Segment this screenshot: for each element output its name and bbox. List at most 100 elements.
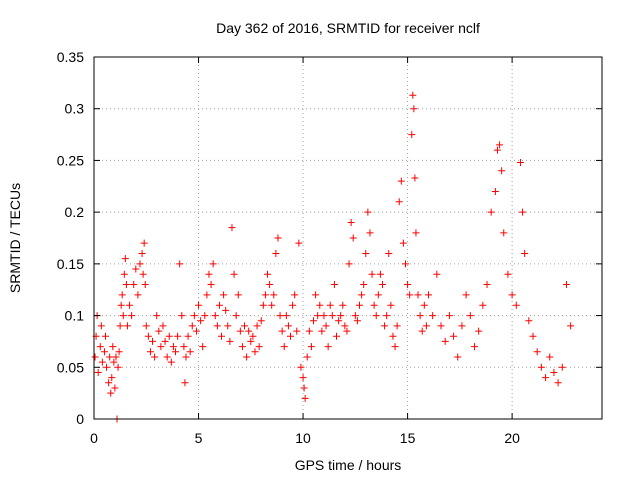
data-point xyxy=(408,131,416,139)
data-point xyxy=(366,229,374,237)
data-point xyxy=(355,301,363,309)
data-point xyxy=(203,291,211,299)
data-point xyxy=(445,312,453,320)
data-point xyxy=(295,239,303,247)
data-point xyxy=(106,353,114,361)
data-point xyxy=(525,317,533,325)
data-point xyxy=(376,270,384,278)
data-point xyxy=(562,281,570,289)
data-point xyxy=(404,281,412,289)
data-point xyxy=(211,312,219,320)
data-point xyxy=(118,291,126,299)
data-point xyxy=(119,312,127,320)
plot-frame xyxy=(93,56,603,420)
data-point xyxy=(261,291,269,299)
data-point xyxy=(487,208,495,216)
data-point xyxy=(167,358,175,366)
data-point xyxy=(128,312,136,320)
data-point xyxy=(429,312,437,320)
data-point xyxy=(188,322,196,330)
data-point xyxy=(337,312,345,320)
data-point xyxy=(96,343,104,351)
data-point xyxy=(178,312,186,320)
data-point xyxy=(504,270,512,278)
data-point xyxy=(300,384,308,392)
data-point xyxy=(182,353,190,361)
data-point xyxy=(284,322,292,330)
y-tick-label: 0 xyxy=(76,411,84,427)
data-point xyxy=(558,363,566,371)
data-point xyxy=(521,250,529,258)
data-point xyxy=(114,363,122,371)
data-point xyxy=(224,322,232,330)
data-point xyxy=(213,322,221,330)
x-tick-label: 10 xyxy=(295,430,311,446)
data-point xyxy=(433,270,441,278)
data-point xyxy=(378,281,386,289)
data-point xyxy=(316,301,324,309)
data-point xyxy=(391,343,399,351)
data-point xyxy=(103,363,111,371)
y-tick-label: 0.05 xyxy=(57,359,84,375)
data-point xyxy=(100,348,108,356)
data-point xyxy=(157,343,165,351)
data-point xyxy=(330,281,338,289)
axis-ticks xyxy=(93,56,602,420)
data-point xyxy=(134,291,142,299)
data-point xyxy=(339,301,347,309)
data-point xyxy=(172,348,180,356)
data-point xyxy=(341,322,349,330)
data-point xyxy=(542,374,550,382)
data-point xyxy=(387,301,395,309)
data-point xyxy=(412,229,420,237)
data-point xyxy=(381,322,389,330)
data-point xyxy=(161,337,169,345)
y-tick-label: 0.3 xyxy=(65,101,85,117)
data-point xyxy=(190,312,198,320)
data-point xyxy=(132,265,140,273)
data-point xyxy=(335,317,343,325)
data-point xyxy=(410,105,418,113)
data-point xyxy=(180,343,188,351)
data-point xyxy=(274,234,282,242)
data-point xyxy=(418,327,426,335)
data-point xyxy=(312,291,320,299)
data-point xyxy=(303,353,311,361)
data-point xyxy=(116,322,124,330)
data-point xyxy=(264,270,272,278)
data-point xyxy=(255,343,263,351)
data-point xyxy=(385,250,393,258)
data-point xyxy=(454,353,462,361)
data-point xyxy=(362,250,370,258)
data-point xyxy=(328,312,336,320)
data-point xyxy=(98,358,106,366)
data-point xyxy=(318,327,326,335)
data-point xyxy=(372,312,380,320)
data-point xyxy=(105,379,113,387)
data-point xyxy=(109,343,117,351)
data-point xyxy=(122,281,130,289)
data-point xyxy=(123,322,131,330)
data-point xyxy=(389,332,397,340)
data-points xyxy=(91,91,575,423)
data-point xyxy=(399,239,407,247)
y-tick-labels: 0 0.05 0.1 0.15 0.2 0.25 0.3 0.35 xyxy=(57,49,84,427)
data-point xyxy=(437,322,445,330)
data-point xyxy=(351,312,359,320)
data-point xyxy=(117,301,125,309)
data-point xyxy=(236,327,244,335)
data-point xyxy=(519,208,527,216)
data-point xyxy=(241,322,249,330)
data-point xyxy=(243,353,251,361)
data-point xyxy=(345,260,353,268)
data-point xyxy=(226,337,234,345)
y-tick-label: 0.2 xyxy=(65,204,85,220)
data-point xyxy=(533,348,541,356)
data-point xyxy=(149,337,157,345)
data-point xyxy=(115,348,123,356)
data-point xyxy=(251,348,259,356)
data-point xyxy=(270,291,278,299)
data-point xyxy=(322,322,330,330)
data-point xyxy=(347,218,355,226)
